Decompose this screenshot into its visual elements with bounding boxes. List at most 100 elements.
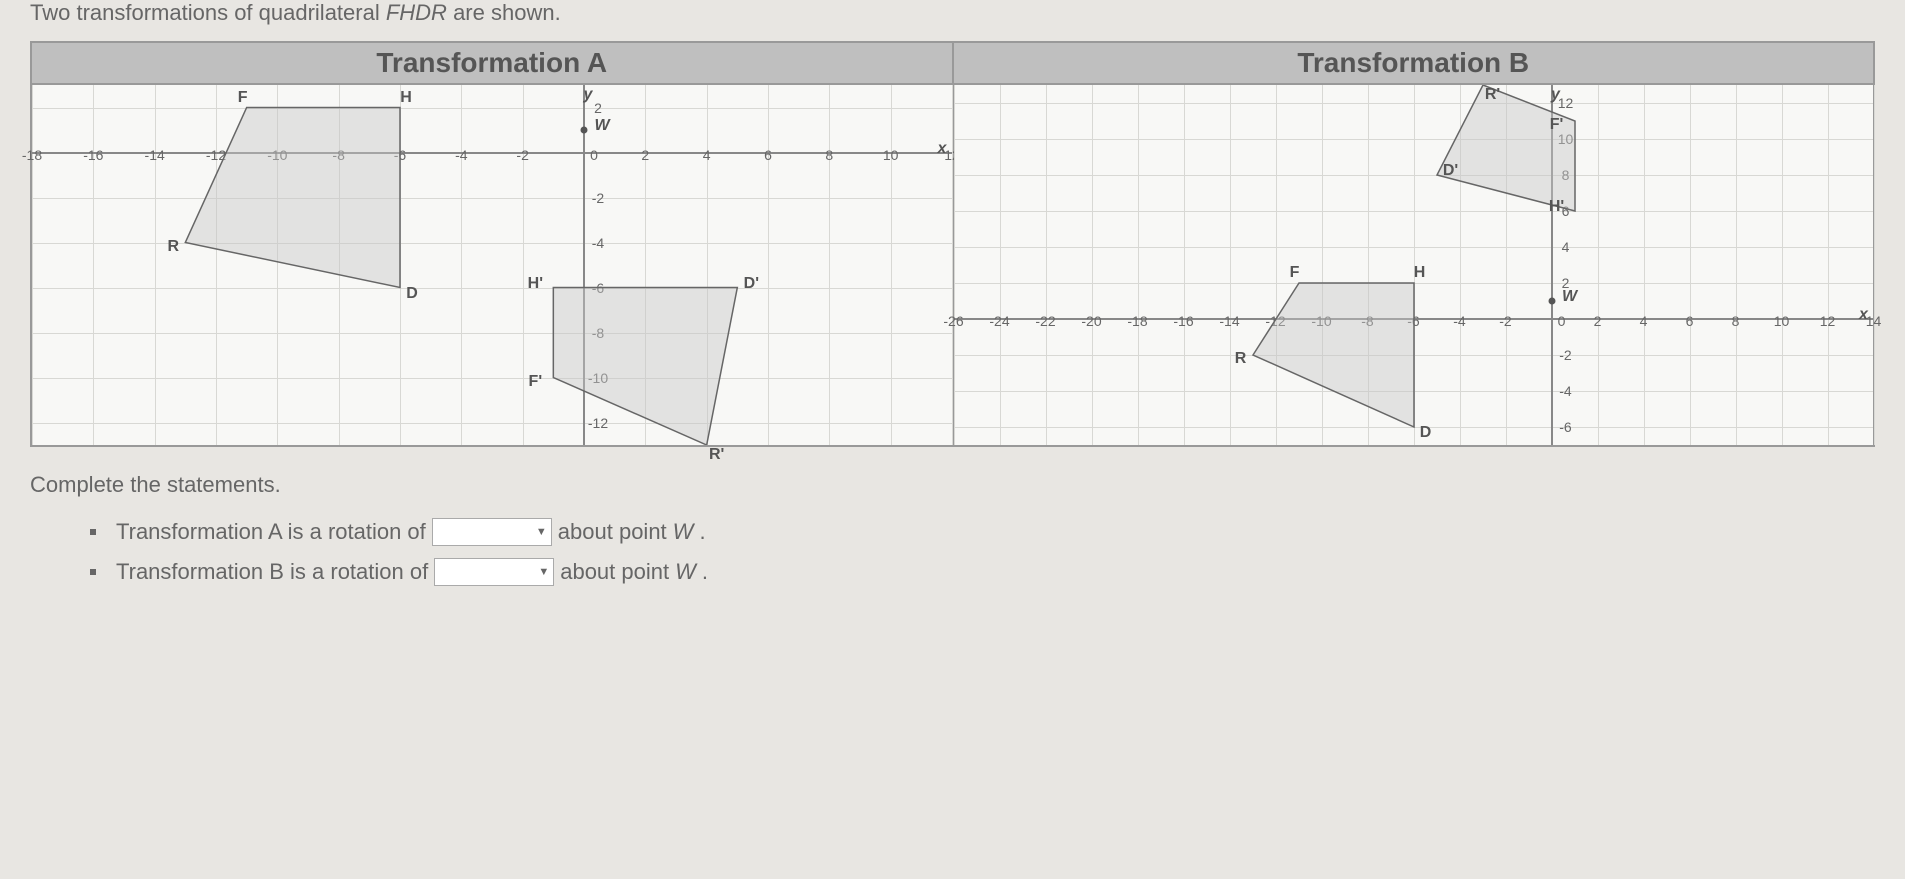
statement-a-post2: .	[699, 519, 705, 545]
point-label-H: H	[1414, 264, 1426, 282]
x-tick-label: -2	[1499, 313, 1511, 329]
x-tick-label: -22	[1035, 313, 1055, 329]
x-tick-label: -14	[1219, 313, 1239, 329]
y-tick-label: 2	[594, 100, 602, 116]
x-tick-label: 10	[1774, 313, 1790, 329]
y-tick-label: -6	[1559, 419, 1571, 435]
y-tick-label: -4	[1559, 383, 1571, 399]
x-tick-label: -12	[206, 147, 226, 163]
x-tick-label: -8	[332, 147, 344, 163]
chart-b: -26-24-22-20-18-16-14-12-10-8-6-4-224681…	[954, 85, 1874, 445]
x-tick-label: -14	[145, 147, 165, 163]
x-tick-label: 6	[1686, 313, 1694, 329]
x-tick-label: -4	[455, 147, 467, 163]
x-axis-label: x	[1859, 306, 1868, 324]
origin-label: 0	[1558, 313, 1566, 329]
y-tick-label: 4	[1562, 239, 1570, 255]
point-label-Rp: R'	[1485, 86, 1500, 104]
intro-text: Two transformations of quadrilateral FHD…	[30, 0, 1875, 26]
intro-quad: FHDR	[386, 0, 447, 25]
intro-prefix: Two transformations of quadrilateral	[30, 0, 386, 25]
statement-b-w: W	[675, 559, 696, 585]
y-tick-label: 12	[1558, 95, 1574, 111]
statement-b: Transformation B is a rotation of ▼ abou…	[90, 558, 1875, 586]
x-tick-label: -20	[1081, 313, 1101, 329]
y-tick-label: -10	[588, 370, 608, 386]
statement-a-w: W	[673, 519, 694, 545]
point-label-F: F	[238, 89, 248, 107]
dropdown-a[interactable]: ▼	[432, 518, 552, 546]
point-label-Fp: F'	[1550, 116, 1564, 134]
point-label-W: W	[594, 117, 609, 135]
statement-b-post1: about point	[560, 559, 669, 585]
y-axis-label: y	[584, 86, 593, 104]
bullet-icon	[90, 529, 96, 535]
x-tick-label: 4	[703, 147, 711, 163]
panel-b: Transformation B -26-24-22-20-18-16-14-1…	[954, 43, 1874, 445]
statements-heading: Complete the statements.	[30, 472, 1875, 498]
panel-b-title: Transformation B	[954, 43, 1874, 85]
point-label-H: H	[400, 89, 412, 107]
x-tick-label: -26	[943, 313, 963, 329]
panels-container: Transformation A -18 -16 -14 -12 -10 -8 -6 -4 -2…	[30, 41, 1875, 447]
x-tick-label: -18	[22, 147, 42, 163]
point-label-Hp: H'	[528, 275, 543, 293]
point-label-Fp: F'	[529, 373, 543, 391]
x-tick-label: 8	[825, 147, 833, 163]
x-tick-label: -24	[989, 313, 1009, 329]
statement-a: Transformation A is a rotation of ▼ abou…	[90, 518, 1875, 546]
statements-block: Complete the statements. Transformation …	[30, 472, 1875, 586]
y-tick-label: -6	[592, 280, 604, 296]
x-tick-label: -12	[1265, 313, 1285, 329]
x-tick-label: -10	[267, 147, 287, 163]
x-tick-label: -16	[83, 147, 103, 163]
point-label-Dp: D'	[744, 275, 759, 293]
panel-a: Transformation A -18-16-14-12-10-8-6-4-2…	[32, 43, 954, 445]
point-label-F: F	[1290, 264, 1300, 282]
x-tick-label: 2	[1594, 313, 1602, 329]
statement-a-pre: Transformation A is a rotation of	[116, 519, 426, 545]
dropdown-b[interactable]: ▼	[434, 558, 554, 586]
statement-b-post2: .	[702, 559, 708, 585]
x-tick-label: -6	[394, 147, 406, 163]
point-label-Hp: H'	[1549, 198, 1564, 216]
origin-label: 0	[590, 147, 598, 163]
y-tick-label: -2	[1559, 347, 1571, 363]
x-tick-label: 6	[764, 147, 772, 163]
x-axis-label: x	[938, 140, 947, 158]
x-tick-label: -4	[1453, 313, 1465, 329]
x-tick-label: -16	[1173, 313, 1193, 329]
point-label-Rp: R'	[709, 446, 724, 464]
intro-suffix: are shown.	[447, 0, 561, 25]
x-tick-label: 2	[641, 147, 649, 163]
x-tick-label: -8	[1361, 313, 1373, 329]
point-label-R: R	[168, 238, 180, 256]
y-tick-label: -4	[592, 235, 604, 251]
y-tick-label: -2	[592, 190, 604, 206]
point-label-W: W	[1562, 288, 1577, 306]
x-tick-label: -6	[1407, 313, 1419, 329]
y-tick-label: -12	[588, 415, 608, 431]
y-axis-label: y	[1551, 86, 1560, 104]
x-tick-label: -18	[1127, 313, 1147, 329]
x-tick-label: 14	[1866, 313, 1882, 329]
y-tick-label: 8	[1562, 167, 1570, 183]
bullet-icon	[90, 569, 96, 575]
point-label-D: D	[1420, 424, 1432, 442]
y-tick-label: -8	[592, 325, 604, 341]
chart-a: -18-16-14-12-10-8-6-4-2246810122-2-4-6-8…	[32, 85, 952, 445]
statement-a-post1: about point	[558, 519, 667, 545]
x-tick-label: 12	[1820, 313, 1836, 329]
x-tick-label: -10	[1311, 313, 1331, 329]
point-label-D: D	[406, 285, 418, 303]
panel-a-title: Transformation A	[32, 43, 952, 85]
point-label-Dp: D'	[1443, 162, 1458, 180]
point-label-R: R	[1235, 350, 1247, 368]
x-tick-label: 8	[1732, 313, 1740, 329]
chevron-down-icon: ▼	[538, 566, 549, 578]
x-tick-label: -2	[516, 147, 528, 163]
x-tick-label: 10	[883, 147, 899, 163]
chevron-down-icon: ▼	[536, 526, 547, 538]
x-tick-label: 4	[1640, 313, 1648, 329]
statement-b-pre: Transformation B is a rotation of	[116, 559, 428, 585]
